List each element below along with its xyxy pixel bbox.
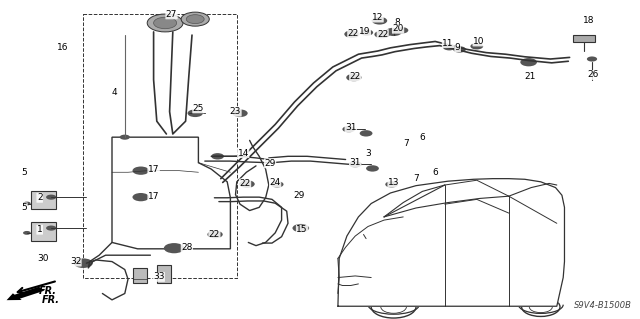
Text: 5: 5 xyxy=(22,203,27,212)
Circle shape xyxy=(587,56,597,62)
Text: 22: 22 xyxy=(349,72,361,81)
Text: 25: 25 xyxy=(193,104,204,113)
Text: 22: 22 xyxy=(209,230,220,239)
Circle shape xyxy=(46,195,56,200)
Text: 3: 3 xyxy=(365,149,371,158)
Text: 6: 6 xyxy=(420,133,425,142)
Text: 15: 15 xyxy=(296,225,308,234)
Circle shape xyxy=(188,109,203,117)
Circle shape xyxy=(349,161,362,167)
Text: 22: 22 xyxy=(239,179,251,188)
Circle shape xyxy=(120,135,130,140)
Polygon shape xyxy=(338,179,564,306)
Circle shape xyxy=(344,30,360,38)
Circle shape xyxy=(147,14,183,32)
Text: 17: 17 xyxy=(148,192,159,201)
Text: 10: 10 xyxy=(473,37,484,46)
Circle shape xyxy=(271,181,284,188)
Circle shape xyxy=(346,74,362,81)
Text: 18: 18 xyxy=(583,16,595,25)
Text: 31: 31 xyxy=(345,123,356,132)
Text: 9: 9 xyxy=(455,43,460,52)
Circle shape xyxy=(239,180,255,188)
Circle shape xyxy=(385,28,402,36)
Text: 13: 13 xyxy=(388,178,399,187)
Text: 30: 30 xyxy=(38,254,49,263)
Circle shape xyxy=(207,231,223,238)
Text: 6: 6 xyxy=(433,168,438,177)
Bar xyxy=(573,35,595,42)
Text: 5: 5 xyxy=(22,168,27,177)
Circle shape xyxy=(396,27,408,33)
Circle shape xyxy=(23,231,31,235)
Bar xyxy=(339,258,352,267)
Text: 8: 8 xyxy=(394,19,399,27)
Circle shape xyxy=(186,15,204,24)
Circle shape xyxy=(360,239,372,245)
Text: 28: 28 xyxy=(181,243,193,252)
Bar xyxy=(31,222,56,241)
Text: S9V4-B1500B: S9V4-B1500B xyxy=(575,301,632,310)
FancyArrow shape xyxy=(6,287,44,300)
Circle shape xyxy=(385,181,398,188)
Bar xyxy=(83,14,237,278)
Text: FR.: FR. xyxy=(42,295,60,306)
Text: 17: 17 xyxy=(148,165,159,174)
Circle shape xyxy=(342,126,355,132)
Text: 31: 31 xyxy=(349,158,361,167)
Bar xyxy=(133,268,147,283)
Text: 4: 4 xyxy=(111,88,116,97)
Text: 27: 27 xyxy=(166,10,177,19)
Text: 23: 23 xyxy=(230,107,241,116)
Bar xyxy=(157,265,171,283)
Circle shape xyxy=(292,224,309,232)
Text: 22: 22 xyxy=(377,30,388,39)
Circle shape xyxy=(366,165,379,172)
Text: 11: 11 xyxy=(442,39,454,48)
Circle shape xyxy=(372,17,387,25)
Circle shape xyxy=(374,31,390,38)
Text: 19: 19 xyxy=(359,27,371,36)
Text: 20: 20 xyxy=(392,24,404,33)
Circle shape xyxy=(132,167,149,175)
Circle shape xyxy=(132,193,149,201)
Circle shape xyxy=(154,17,177,29)
Text: FR.: FR. xyxy=(38,286,56,296)
Text: 12: 12 xyxy=(372,13,383,22)
Text: 1: 1 xyxy=(37,225,42,234)
Text: 33: 33 xyxy=(153,272,164,281)
Text: 32: 32 xyxy=(70,257,81,266)
Circle shape xyxy=(453,46,466,53)
Text: 7: 7 xyxy=(404,139,409,148)
Text: 29: 29 xyxy=(264,159,276,168)
Circle shape xyxy=(360,130,372,137)
Circle shape xyxy=(23,202,31,205)
Circle shape xyxy=(232,109,248,117)
Circle shape xyxy=(470,43,483,49)
Circle shape xyxy=(46,226,56,231)
Circle shape xyxy=(360,29,373,36)
Text: 7: 7 xyxy=(413,174,419,183)
Bar xyxy=(31,191,56,209)
Text: 2: 2 xyxy=(37,193,42,202)
Text: 14: 14 xyxy=(237,149,249,158)
Circle shape xyxy=(211,153,224,160)
Circle shape xyxy=(164,243,184,253)
Circle shape xyxy=(443,44,456,50)
Text: 22: 22 xyxy=(348,29,359,38)
Circle shape xyxy=(74,258,93,268)
Text: 16: 16 xyxy=(57,43,68,52)
Circle shape xyxy=(181,12,209,26)
Text: 21: 21 xyxy=(524,72,536,81)
Text: 29: 29 xyxy=(294,191,305,200)
Text: 24: 24 xyxy=(269,178,281,187)
Circle shape xyxy=(520,58,537,66)
Text: 26: 26 xyxy=(588,70,599,79)
